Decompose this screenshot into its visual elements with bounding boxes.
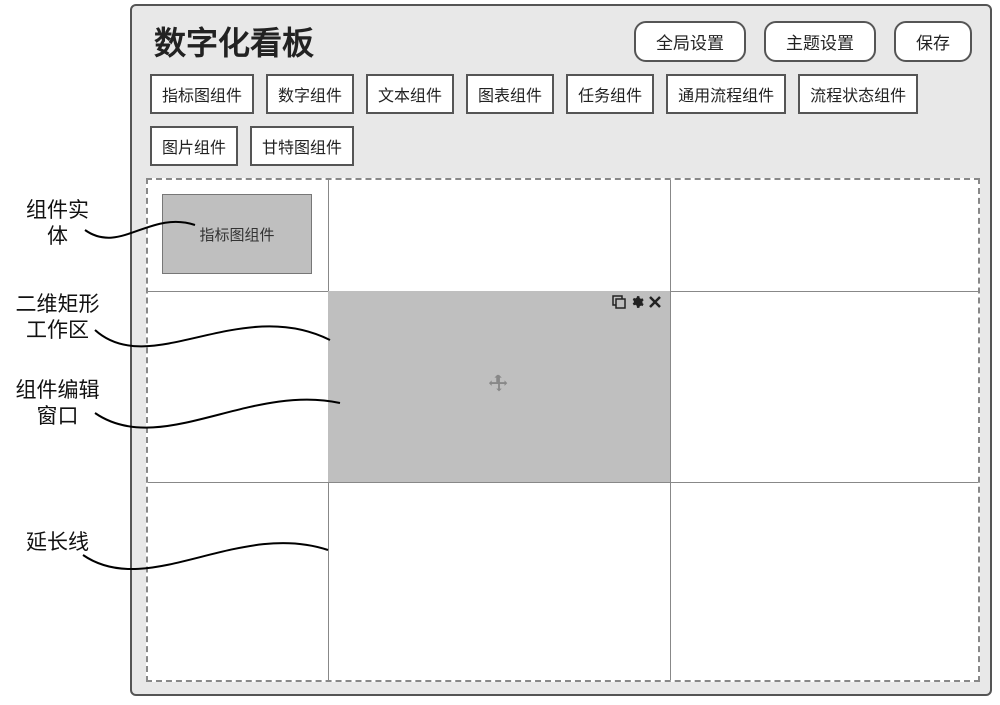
app-frame: 数字化看板 全局设置 主题设置 保存 指标图组件 数字组件 文本组件 图表组件 … [130, 4, 992, 696]
extension-line-horizontal [148, 482, 978, 483]
annotation-workspace: 二维矩形 工作区 [0, 292, 115, 345]
indicator-component-button[interactable]: 指标图组件 [150, 74, 254, 114]
component-entity[interactable]: 指标图组件 [162, 194, 312, 274]
workflow-component-button[interactable]: 通用流程组件 [666, 74, 786, 114]
image-component-button[interactable]: 图片组件 [150, 126, 238, 166]
annotation-entity: 组件实 体 [0, 198, 115, 251]
annotation-extension-line: 延长线 [0, 530, 115, 556]
component-toolbar: 指标图组件 数字组件 文本组件 图表组件 任务组件 通用流程组件 流程状态组件 … [132, 72, 990, 166]
page-title: 数字化看板 [154, 18, 634, 64]
gantt-component-button[interactable]: 甘特图组件 [250, 126, 354, 166]
number-component-button[interactable]: 数字组件 [266, 74, 354, 114]
copy-icon[interactable] [612, 295, 626, 313]
move-icon[interactable] [488, 373, 510, 401]
theme-settings-button[interactable]: 主题设置 [764, 21, 876, 62]
close-icon[interactable] [648, 295, 662, 313]
header: 数字化看板 全局设置 主题设置 保存 [132, 6, 990, 72]
gear-icon[interactable] [630, 295, 644, 313]
chart-component-button[interactable]: 图表组件 [466, 74, 554, 114]
header-buttons: 全局设置 主题设置 保存 [634, 21, 972, 62]
save-button[interactable]: 保存 [894, 21, 972, 62]
workspace-canvas[interactable]: 指标图组件 [146, 178, 980, 682]
extension-line-vertical [670, 180, 671, 680]
text-component-button[interactable]: 文本组件 [366, 74, 454, 114]
edit-window-toolbar [612, 295, 662, 313]
component-edit-window[interactable] [328, 291, 670, 482]
component-entity-label: 指标图组件 [199, 224, 274, 245]
global-settings-button[interactable]: 全局设置 [634, 21, 746, 62]
task-component-button[interactable]: 任务组件 [566, 74, 654, 114]
status-component-button[interactable]: 流程状态组件 [798, 74, 918, 114]
annotation-edit-window: 组件编辑 窗口 [0, 378, 115, 431]
